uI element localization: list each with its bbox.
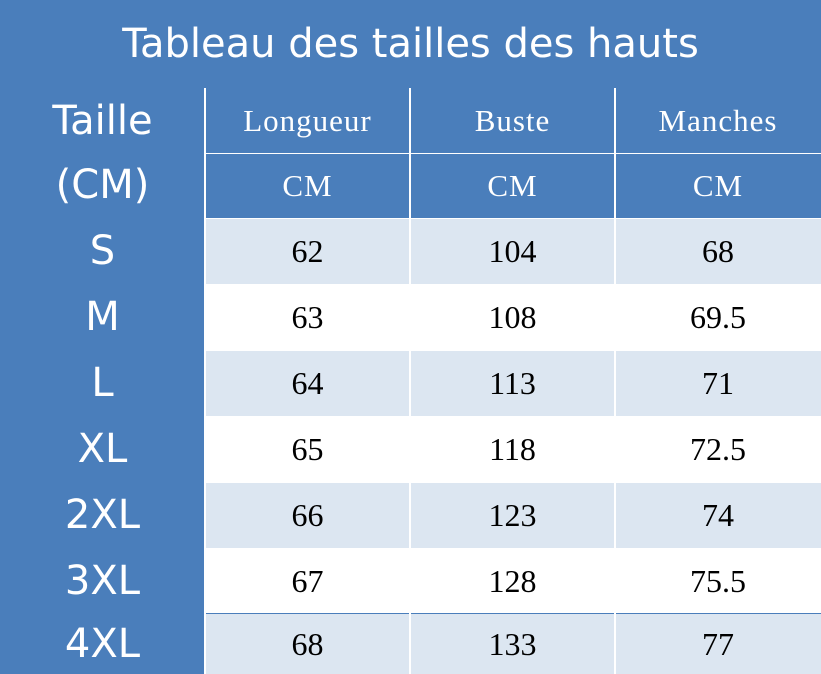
table-cell: 71: [615, 350, 821, 416]
column-header: Buste: [410, 88, 615, 153]
table-cell: 104: [410, 218, 615, 284]
table-cell: 62: [205, 218, 410, 284]
column-divider: [204, 88, 206, 674]
row-divider: [205, 218, 821, 219]
size-label: L: [0, 350, 205, 416]
row-divider: [205, 416, 821, 417]
table-cell: 77: [615, 614, 821, 674]
size-column-header: Taille (CM): [0, 88, 205, 218]
size-label: 2XL: [0, 482, 205, 548]
table-cell: 69.5: [615, 284, 821, 350]
divider: [205, 153, 821, 154]
size-label: XL: [0, 416, 205, 482]
column-divider: [614, 88, 616, 674]
table-cell: 68: [615, 218, 821, 284]
column-unit: CM: [615, 153, 821, 218]
table-cell: 65: [205, 416, 410, 482]
row-divider: [205, 482, 821, 483]
column-header: Manches: [615, 88, 821, 153]
table-cell: 72.5: [615, 416, 821, 482]
row-divider: [205, 284, 821, 285]
column-divider: [409, 88, 411, 674]
table-cell: 68: [205, 614, 410, 674]
size-header-label: Taille: [52, 98, 153, 144]
row-divider: [205, 548, 821, 549]
column-header: Longueur: [205, 88, 410, 153]
table-cell: 63: [205, 284, 410, 350]
table-cell: 75.5: [615, 548, 821, 614]
size-label: 3XL: [0, 548, 205, 614]
table-cell: 66: [205, 482, 410, 548]
table-cell: 67: [205, 548, 410, 614]
size-header-unit: (CM): [55, 162, 150, 208]
column-unit: CM: [410, 153, 615, 218]
column-unit: CM: [205, 153, 410, 218]
table-cell: 64: [205, 350, 410, 416]
table-cell: 123: [410, 482, 615, 548]
table-cell: 113: [410, 350, 615, 416]
table-cell: 74: [615, 482, 821, 548]
row-divider: [205, 350, 821, 351]
size-label: M: [0, 284, 205, 350]
table-cell: 133: [410, 614, 615, 674]
table-title: Tableau des tailles des hauts: [0, 0, 821, 88]
size-label: 4XL: [0, 614, 205, 674]
size-label: S: [0, 218, 205, 284]
table-cell: 108: [410, 284, 615, 350]
table-cell: 118: [410, 416, 615, 482]
table-cell: 128: [410, 548, 615, 614]
divider: [205, 613, 821, 614]
